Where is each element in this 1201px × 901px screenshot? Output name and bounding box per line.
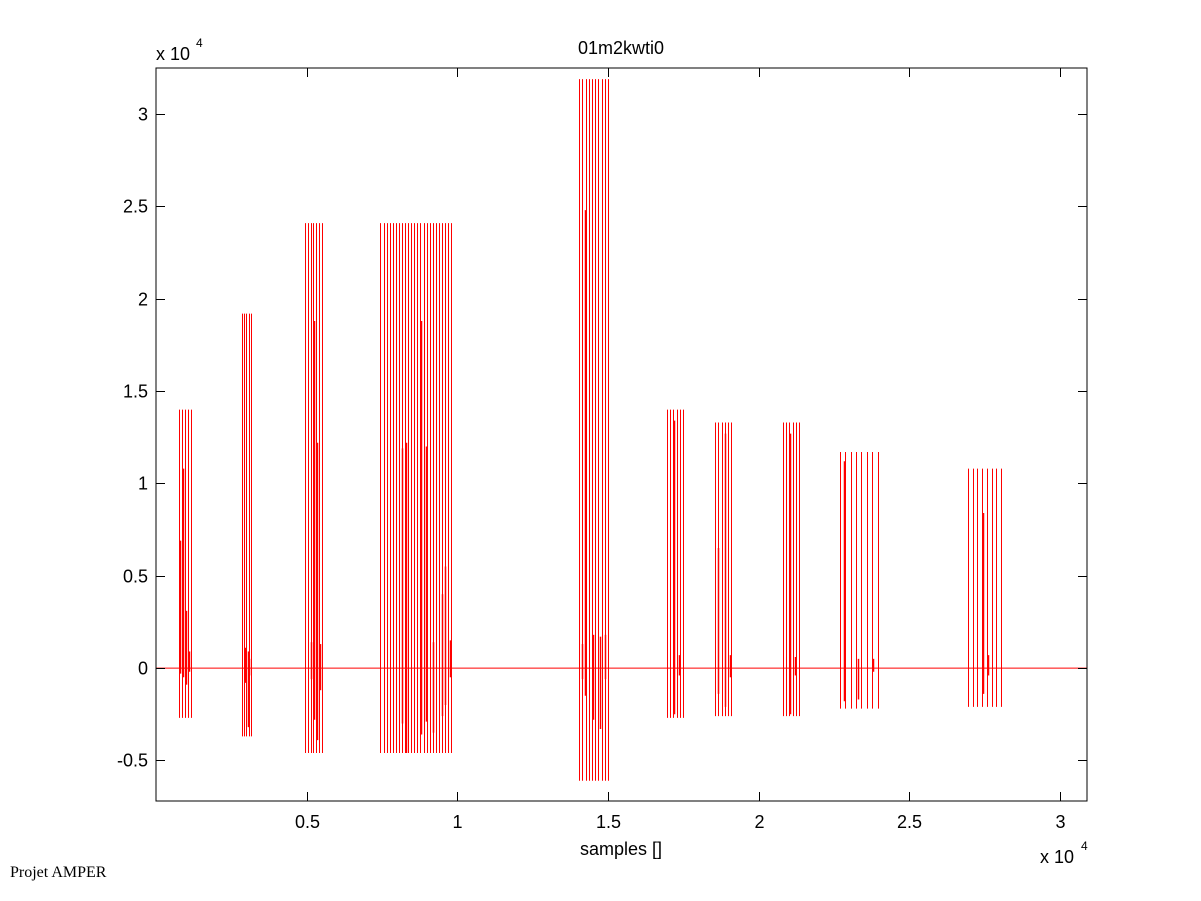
x-exponent-power: 4 xyxy=(1081,839,1088,853)
burst-1 xyxy=(179,409,192,718)
burst-9 xyxy=(840,452,879,709)
axes-layer: 0.5 1 1.5 2 2.5 3 -0.5 0 0.5 1 1.5 2 2.5 3 xyxy=(117,67,1088,832)
y-tick-label: 0.5 xyxy=(123,567,148,587)
x-tick-label: 2 xyxy=(754,812,764,832)
x-tick-label: 1.5 xyxy=(596,812,621,832)
burst-5 xyxy=(579,79,609,781)
footer-credit: Projet AMPER xyxy=(10,864,107,881)
burst-7 xyxy=(715,422,732,717)
x-tick-label: 0.5 xyxy=(295,812,320,832)
burst-10 xyxy=(968,468,1002,707)
y-tick-label: 0 xyxy=(138,659,148,679)
y-tick-label: 2.5 xyxy=(123,197,148,217)
burst-6 xyxy=(667,409,684,718)
data-layer xyxy=(156,79,1087,781)
burst-4 xyxy=(380,223,452,753)
burst-8 xyxy=(783,422,800,717)
y-exponent-label: x 10 xyxy=(156,44,190,64)
x-tick-label: 3 xyxy=(1055,812,1065,832)
x-tick-label: 2.5 xyxy=(897,812,922,832)
chart-title: 01m2kwti0 xyxy=(578,38,664,58)
x-tick-label: 1 xyxy=(452,812,462,832)
y-tick-label: 1 xyxy=(138,474,148,494)
y-tick-label: 3 xyxy=(138,105,148,125)
y-tick-label: 2 xyxy=(138,290,148,310)
plot-frame xyxy=(155,67,1088,802)
x-exponent: x 10 4 xyxy=(1040,839,1088,867)
y-tick-label: 1.5 xyxy=(123,382,148,402)
y-exponent-power: 4 xyxy=(196,36,203,50)
y-tick-label: -0.5 xyxy=(117,751,148,771)
y-exponent: x 10 4 xyxy=(156,36,203,64)
x-axis-label: samples [] xyxy=(580,839,662,859)
burst-2 xyxy=(242,313,252,737)
x-exponent-label: x 10 xyxy=(1040,847,1074,867)
burst-3 xyxy=(305,223,323,753)
